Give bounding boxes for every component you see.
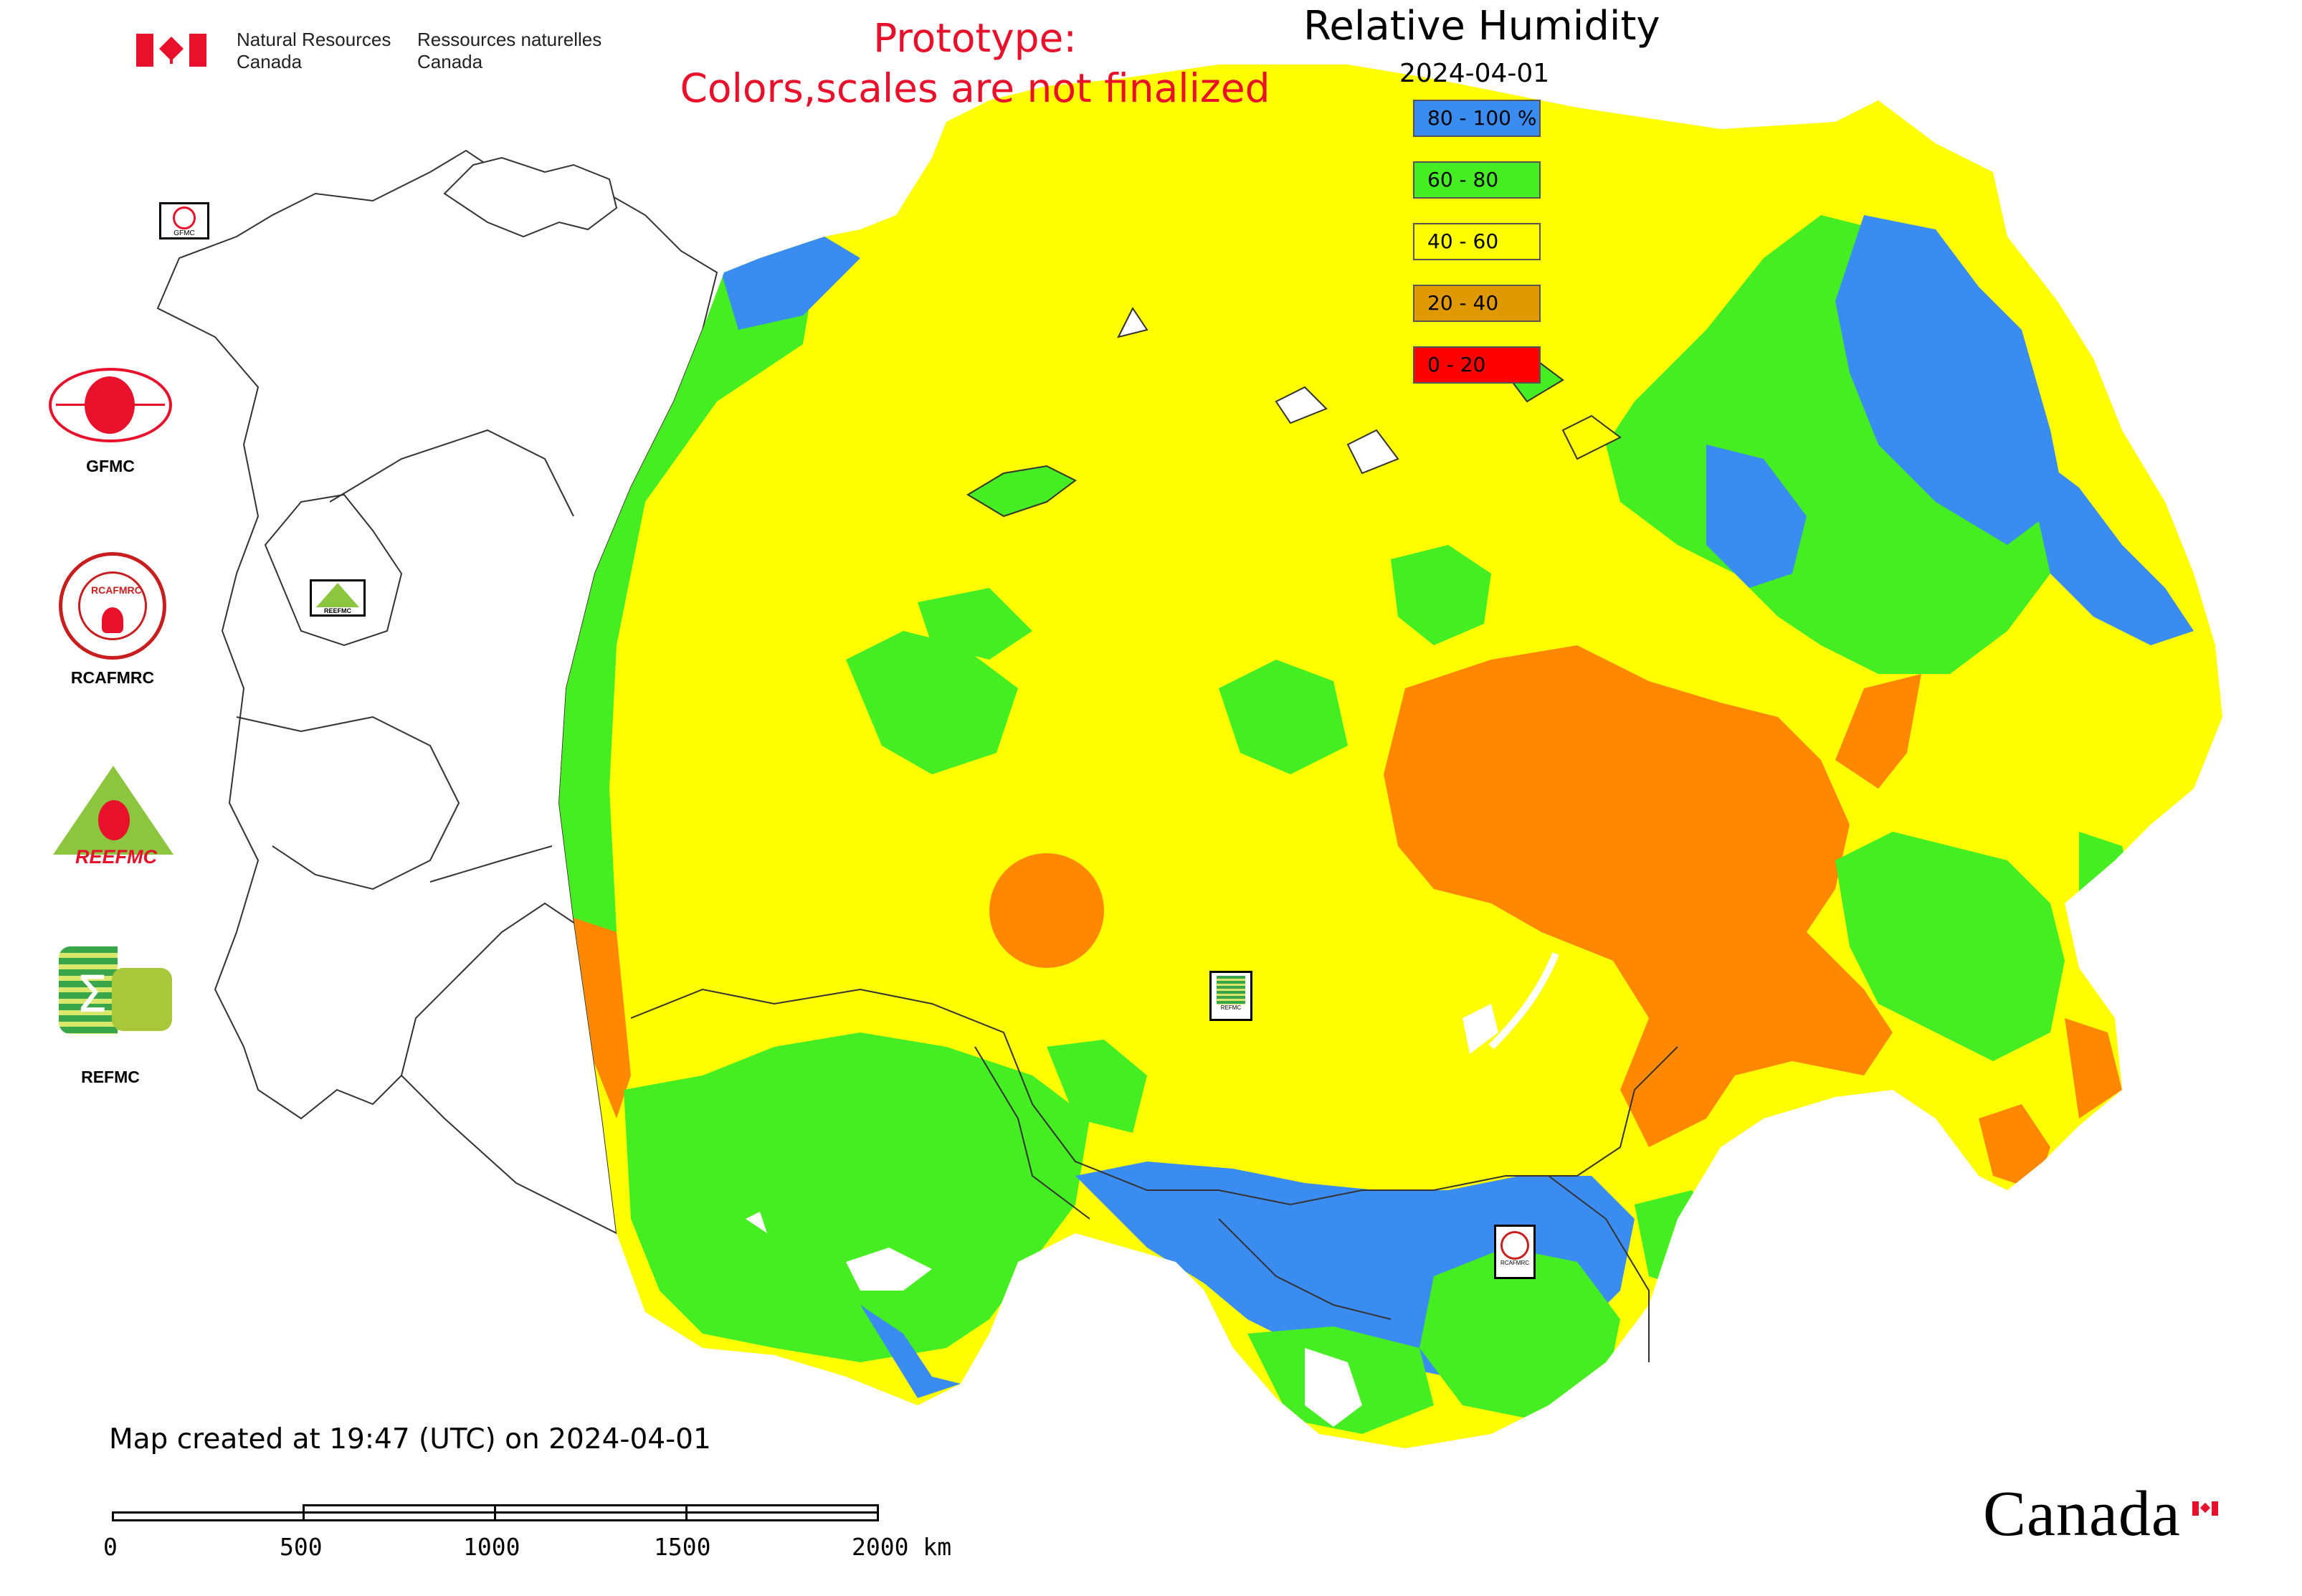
scale-label-1000: 1000 [463, 1533, 520, 1561]
canada-wordmark: Canada [1983, 1478, 2181, 1549]
scale-label-1500: 1500 [654, 1533, 711, 1561]
refmc-marker: REFMC [1209, 971, 1252, 1021]
reefmc-logo-icon: REEFMC [37, 766, 195, 868]
map-date: 2024-04-01 [1399, 59, 1550, 88]
gfmc-logo-icon [42, 362, 179, 448]
legend-item-0-20: 0 - 20 [1413, 346, 1541, 384]
scale-label-0: 0 [103, 1533, 118, 1561]
legend-item-20-40: 20 - 40 [1413, 285, 1541, 322]
humidity-field [559, 65, 2222, 1448]
scale-label-500: 500 [280, 1533, 323, 1561]
europe-outline [156, 149, 718, 1235]
map-title: Relative Humidity [1303, 3, 1660, 49]
wordmark-flag-icon [2192, 1501, 2218, 1516]
rcafmrc-logo-icon: RCAFMRC [59, 552, 166, 660]
scale-label-2000-km: 2000 km [852, 1533, 952, 1561]
refmc-label: REFMC [81, 1068, 140, 1086]
government-name-en: Natural Resources Canada [237, 29, 391, 72]
map-created-text: Map created at 19:47 (UTC) on 2024-04-01 [109, 1423, 711, 1455]
legend-item-40-60: 40 - 60 [1413, 223, 1541, 260]
reefmc-marker: REEFMC [310, 579, 366, 617]
scale-bar [112, 1504, 879, 1521]
country-borders [630, 952, 1678, 1362]
legend-item-60-80: 60 - 80 [1413, 161, 1541, 199]
government-name-fr: Ressources naturelles Canada [417, 29, 602, 72]
gfmc-label: GFMC [86, 457, 135, 475]
legend-item-80-100: 80 - 100 % [1413, 100, 1541, 137]
rcafmrc-label: RCAFMRC [70, 668, 155, 687]
rcafmrc-marker: RCAFMRC [1494, 1225, 1536, 1279]
prototype-notice: Prototype: Colors,scales are not finaliz… [680, 15, 1270, 111]
canada-flag-icon [136, 34, 206, 67]
gfmc-marker: GFMC [159, 202, 209, 239]
arctic-islands [966, 307, 1622, 518]
refmc-logo-icon: Σ [59, 946, 173, 1034]
